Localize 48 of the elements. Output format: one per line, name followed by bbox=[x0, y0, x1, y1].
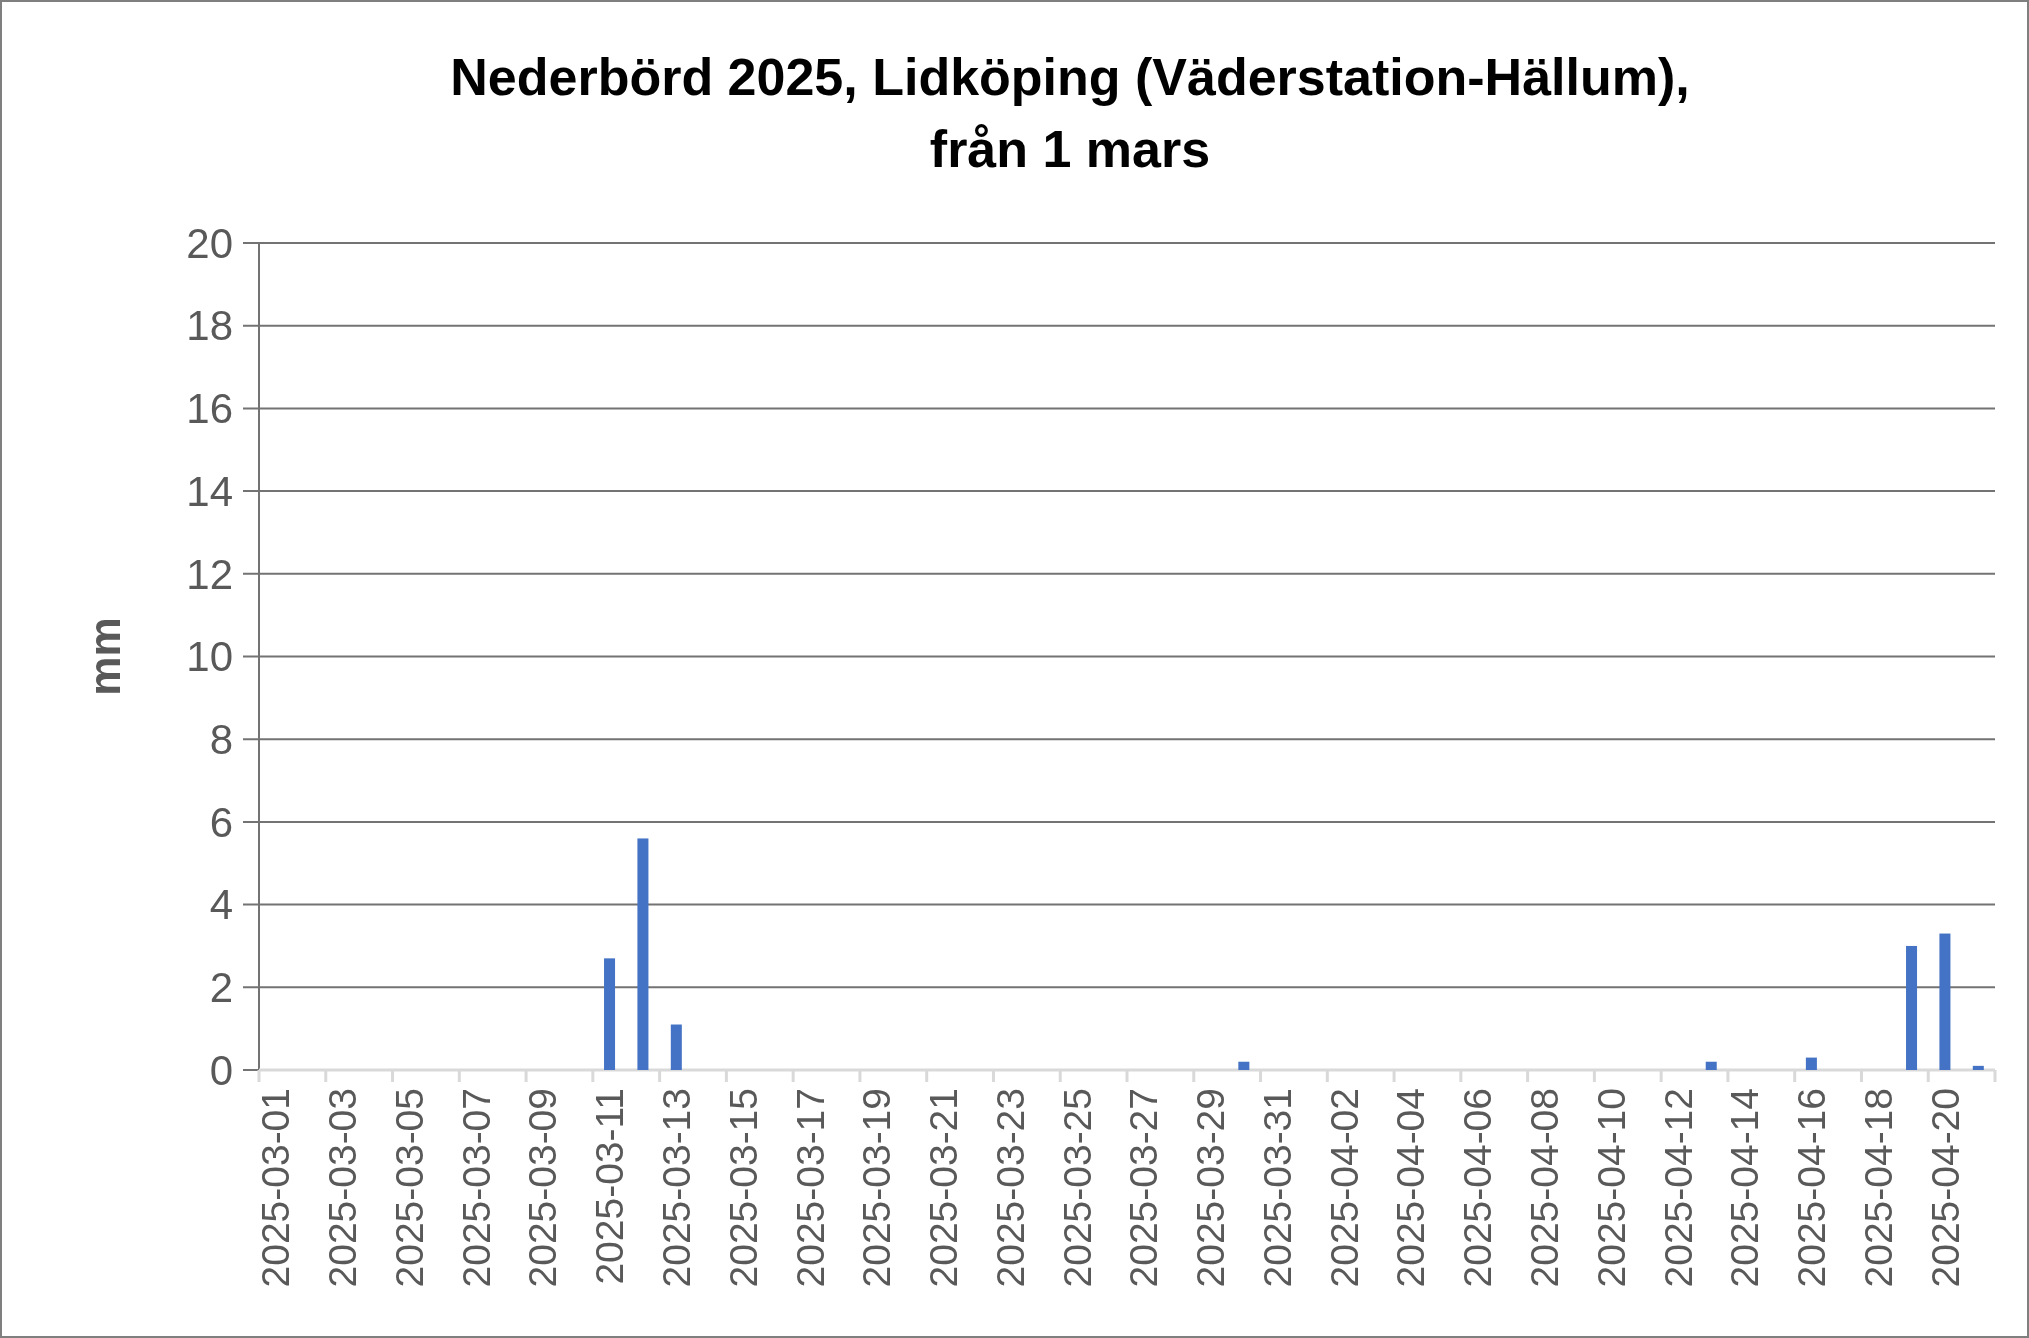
x-tick-label: 2025-03-01 bbox=[254, 1088, 298, 1288]
y-tick-label: 6 bbox=[209, 798, 233, 846]
x-tick-label: 2025-03-13 bbox=[654, 1088, 698, 1288]
x-tick-label: 2025-04-20 bbox=[1923, 1088, 1967, 1288]
y-tick-label: 14 bbox=[186, 467, 233, 515]
x-tick-label: 2025-03-07 bbox=[454, 1088, 498, 1288]
x-tick-label: 2025-03-25 bbox=[1055, 1088, 1099, 1288]
x-tick-label: 2025-03-23 bbox=[988, 1088, 1032, 1288]
y-axis-title: mm bbox=[80, 617, 130, 696]
chart-title: Nederbörd 2025, Lidköping (Väderstation-Hällum), från 1 mars bbox=[450, 48, 1690, 178]
x-tick-label: 2025-03-15 bbox=[721, 1088, 765, 1288]
x-tick-label: 2025-04-02 bbox=[1322, 1088, 1366, 1288]
x-tick-label: 2025-03-19 bbox=[855, 1088, 899, 1288]
y-tick-label: 20 bbox=[186, 219, 233, 267]
x-tick-label: 2025-03-31 bbox=[1255, 1088, 1299, 1288]
y-tick-label: 2 bbox=[209, 964, 233, 1011]
bar bbox=[604, 958, 616, 1070]
bar bbox=[1972, 1065, 1984, 1070]
x-tick-label: 2025-03-17 bbox=[788, 1088, 832, 1288]
bar bbox=[1939, 933, 1951, 1070]
x-tick-label: 2025-04-12 bbox=[1656, 1088, 1700, 1288]
x-tick-label: 2025-04-04 bbox=[1389, 1088, 1433, 1288]
y-tick-label: 4 bbox=[209, 881, 233, 929]
x-tick-label: 2025-03-27 bbox=[1122, 1088, 1166, 1288]
bar bbox=[637, 838, 649, 1070]
y-tick-label: 18 bbox=[186, 302, 233, 350]
bar bbox=[670, 1024, 682, 1070]
x-tick-label: 2025-04-14 bbox=[1723, 1088, 1767, 1288]
x-tick-label: 2025-03-29 bbox=[1189, 1088, 1233, 1288]
x-tick-label: 2025-04-10 bbox=[1589, 1088, 1633, 1288]
bar bbox=[1805, 1057, 1817, 1070]
y-tick-label: 0 bbox=[209, 1046, 233, 1094]
y-tick-label: 10 bbox=[186, 633, 233, 681]
x-tick-label: 2025-03-05 bbox=[387, 1088, 431, 1288]
y-tick-label: 12 bbox=[186, 550, 233, 598]
x-tick-label: 2025-03-11 bbox=[588, 1088, 632, 1285]
y-tick-label: 16 bbox=[186, 385, 233, 433]
x-tick-label: 2025-04-06 bbox=[1456, 1088, 1500, 1288]
x-tick-label: 2025-04-18 bbox=[1856, 1088, 1900, 1288]
x-tick-label: 2025-03-21 bbox=[922, 1088, 966, 1288]
y-tick-label: 8 bbox=[209, 715, 233, 763]
x-tick-label: 2025-03-09 bbox=[521, 1088, 565, 1288]
x-tick-label: 2025-03-03 bbox=[321, 1088, 365, 1288]
bar bbox=[1705, 1061, 1717, 1070]
bar bbox=[1906, 945, 1918, 1070]
x-tick-label: 2025-04-08 bbox=[1522, 1088, 1566, 1288]
bar bbox=[1238, 1061, 1250, 1070]
x-tick-label: 2025-04-16 bbox=[1790, 1088, 1834, 1288]
